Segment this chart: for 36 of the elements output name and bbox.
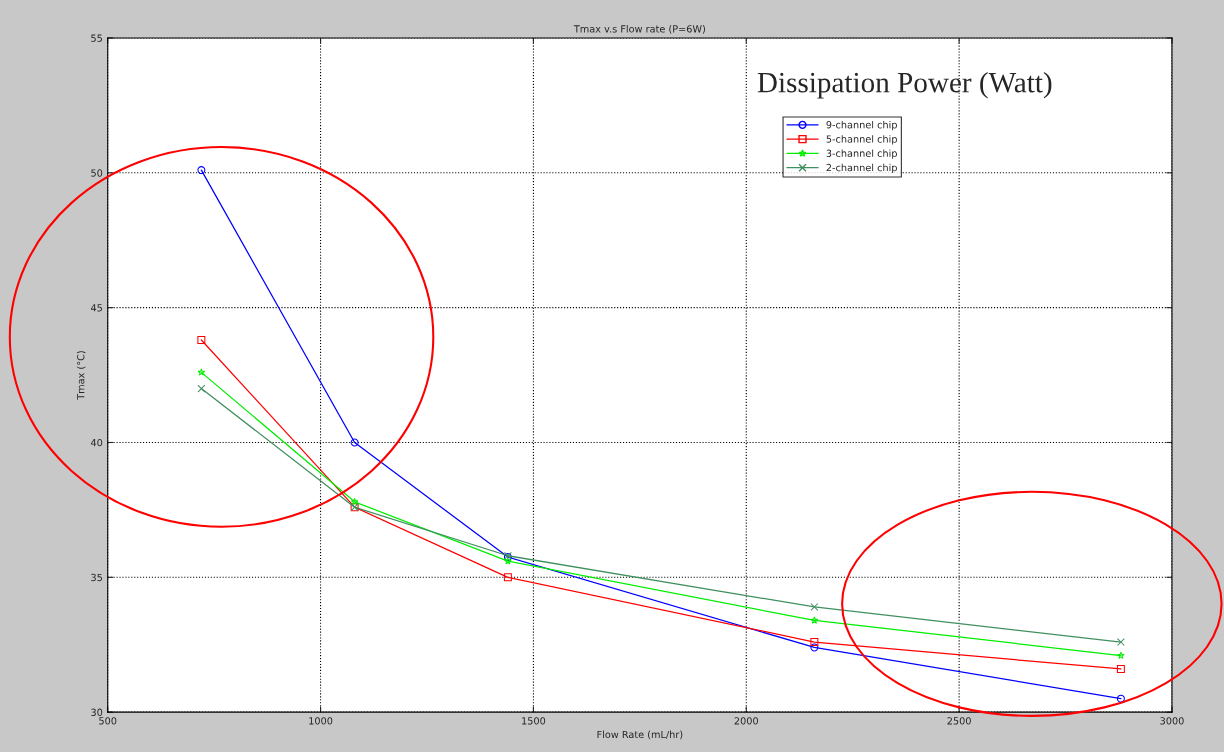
point [1116,665,1125,673]
y-tick-label: 35 [91,573,102,582]
chart-title: Tmax v.s Flow rate (P=6W) [573,25,705,34]
point [504,557,512,565]
x-tick-label: 2000 [734,717,758,725]
y-tick-label: 50 [91,169,103,177]
point [503,573,512,582]
annotation: Dissipation Power (Watt) [757,71,1052,99]
point [197,336,206,344]
point [1116,638,1125,647]
point [810,638,819,647]
legend-label: 5-channel chip [826,135,897,145]
legend-label: 2-channel chip [826,163,897,174]
point [197,384,206,393]
x-tick-label: 1000 [309,717,333,725]
x-tick-label: 2500 [947,717,971,725]
point [810,616,819,624]
point [1116,694,1125,703]
point [810,643,819,652]
legend-label: 9-channel chip [826,120,897,131]
point [197,166,206,175]
point [197,368,206,376]
legend-label: 3-channel chip [826,149,897,159]
x-tick-label: 500 [99,717,117,725]
y-tick-label: 40 [90,438,103,447]
x-tick-label: 1500 [522,717,546,725]
point [350,497,359,506]
y-tick-label: 45 [90,304,102,312]
y-tick-label: 55 [91,34,102,42]
point [350,438,359,447]
point [810,602,819,611]
point [1117,651,1125,659]
y-axis-title: Tmax (°C) [76,351,86,400]
y-tick-label: 30 [91,708,103,716]
x-axis-title: Flow Rate (mL/hr) [597,730,683,740]
x-tick-label: 3000 [1160,717,1184,725]
